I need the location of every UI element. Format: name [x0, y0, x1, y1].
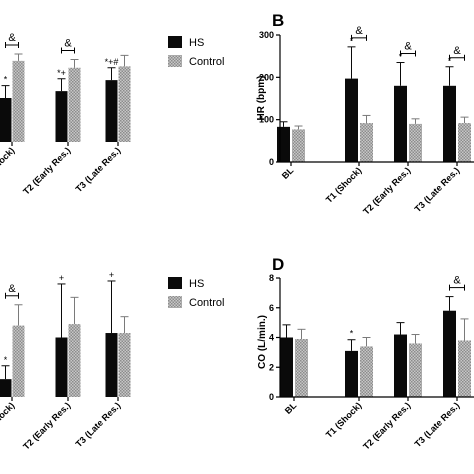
- hs-bar: [394, 334, 407, 397]
- legend-swatch-control: [168, 55, 182, 67]
- hs-bar: [345, 78, 358, 162]
- legend-swatch-hs: [168, 277, 182, 289]
- x-category-label: T1 (Shock): [324, 165, 364, 205]
- panel-label: B: [272, 11, 284, 30]
- control-bar: [360, 346, 373, 397]
- hs-bar: [0, 379, 12, 397]
- bracket-label: &: [453, 45, 461, 57]
- y-tick-label: 0: [269, 157, 274, 167]
- comparison-bracket: &: [61, 38, 75, 54]
- bracket-label: &: [8, 32, 16, 44]
- significance-marker: +: [59, 273, 64, 283]
- bracket-label: &: [355, 25, 363, 37]
- control-bar: [68, 324, 81, 397]
- y-axis-label: HR (bpm): [256, 76, 267, 121]
- x-category-label: T2 (Early Res.): [21, 145, 72, 196]
- comparison-bracket: &: [400, 41, 416, 57]
- y-tick-label: 2: [269, 362, 274, 372]
- control-bar: [409, 343, 422, 397]
- hs-bar: [277, 126, 290, 162]
- y-tick-label: 6: [269, 303, 274, 313]
- y-tick-label: 200: [259, 72, 274, 82]
- y-tick-label: 4: [269, 333, 274, 343]
- control-bar: [118, 333, 131, 397]
- hs-bar: [443, 85, 456, 162]
- significance-marker: *: [4, 355, 8, 365]
- x-category-label: T3 (Late Res.): [413, 400, 462, 449]
- control-bar: [458, 340, 471, 397]
- significance-marker: *: [350, 329, 354, 339]
- x-category-label: (Shock): [0, 145, 16, 175]
- bracket-label: &: [453, 275, 461, 287]
- x-category-label: T1 (Shock): [324, 400, 364, 440]
- hs-bar: [443, 310, 456, 397]
- panel-label: D: [272, 255, 284, 274]
- legend-swatch-hs: [168, 36, 182, 48]
- legend: HS Control: [168, 277, 224, 309]
- legend: HS Control: [168, 36, 224, 68]
- panel-c-chart: * + + & (Shock) T2 (Early Res.) T3 (Late Res.…: [0, 270, 224, 452]
- y-tick-label: 0: [269, 392, 274, 402]
- y-tick-label: 300: [259, 30, 274, 40]
- hs-bar: [345, 350, 358, 397]
- hs-bar: [280, 337, 293, 397]
- control-bar: [12, 325, 25, 397]
- legend-label-hs: HS: [189, 37, 204, 49]
- x-category-label: T3 (Late Res.): [74, 145, 123, 194]
- x-category-label: T2 (Early Res.): [361, 165, 412, 216]
- significance-marker: *+: [57, 68, 66, 78]
- comparison-bracket: &: [5, 32, 19, 48]
- hs-bar: [105, 80, 118, 142]
- legend-label-control: Control: [189, 297, 224, 309]
- comparison-bracket: &: [5, 283, 19, 299]
- x-category-label: (Shock): [0, 400, 16, 430]
- control-bar: [12, 60, 25, 142]
- comparison-bracket: &: [449, 275, 465, 291]
- hs-bar: [105, 333, 118, 397]
- bracket-label: &: [8, 283, 16, 295]
- legend-label-hs: HS: [189, 278, 204, 290]
- x-category-label: T2 (Early Res.): [21, 400, 72, 451]
- panel-a-chart: * *+ *+# & & (Shock) T2 (Early Res.) T3 (Late …: [0, 32, 224, 197]
- control-bar: [295, 338, 308, 397]
- control-bar: [360, 123, 373, 162]
- y-tick-label: 100: [259, 115, 274, 125]
- y-tick-label: 8: [269, 273, 274, 283]
- hs-bar: [55, 337, 68, 397]
- hs-bar: [394, 85, 407, 162]
- control-bar: [292, 129, 305, 162]
- x-category-label: T2 (Early Res.): [361, 400, 412, 451]
- bracket-label: &: [404, 41, 412, 53]
- hs-bar: [55, 91, 68, 142]
- significance-marker: *+#: [105, 57, 119, 67]
- legend-swatch-control: [168, 296, 182, 308]
- y-axis-label: CO (L/min.): [257, 315, 268, 369]
- control-bar: [118, 66, 131, 142]
- comparison-bracket: &: [351, 25, 367, 41]
- control-bar: [68, 67, 81, 142]
- bracket-label: &: [64, 38, 72, 50]
- significance-marker: *: [4, 75, 8, 85]
- control-bar: [458, 123, 471, 162]
- x-category-label: T3 (Late Res.): [74, 400, 123, 449]
- hs-bar: [0, 98, 12, 142]
- panel-d-chart: * & 0 2 4 6 8 BL T1 (Shock)T2 (Early Res.) T3 (L…: [257, 255, 474, 452]
- legend-label-control: Control: [189, 56, 224, 68]
- x-category-label: BL: [283, 400, 299, 416]
- significance-marker: +: [109, 270, 114, 280]
- x-category-label: T3 (Late Res.): [413, 165, 462, 214]
- control-bar: [409, 123, 422, 162]
- x-category-label: BL: [280, 165, 296, 181]
- comparison-bracket: &: [449, 45, 465, 61]
